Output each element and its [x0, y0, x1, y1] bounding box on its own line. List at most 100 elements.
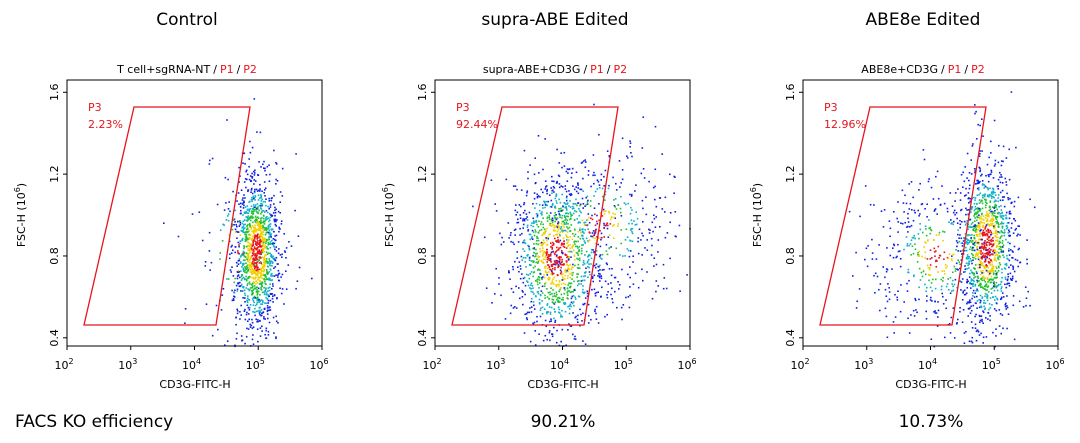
event-dot: [603, 268, 605, 271]
event-dot: [572, 244, 575, 247]
event-dot: [547, 264, 549, 266]
event-dot: [567, 251, 570, 253]
event-dot: [976, 245, 979, 248]
event-dot: [519, 297, 521, 300]
event-dot: [996, 285, 999, 287]
event-dot: [992, 232, 994, 235]
event-dot: [992, 270, 994, 273]
event-dot: [262, 228, 264, 230]
event-dot: [634, 190, 636, 192]
event-dot: [582, 207, 584, 209]
event-dot: [587, 228, 589, 230]
event-dot: [990, 234, 992, 236]
event-dot: [555, 261, 557, 264]
event-dot: [943, 270, 945, 272]
event-dot: [967, 239, 970, 241]
event-dot: [990, 238, 993, 241]
events: [848, 91, 1036, 348]
event-dot: [888, 291, 891, 293]
event-dot: [263, 278, 266, 280]
event-dot: [552, 250, 554, 253]
event-dot: [892, 321, 895, 323]
event-dot: [1000, 332, 1002, 335]
event-dot: [1012, 268, 1014, 270]
event-dot: [540, 241, 543, 244]
event-dot: [974, 199, 976, 201]
event-dot: [942, 230, 944, 233]
event-dot: [247, 256, 249, 259]
event-dot: [993, 282, 995, 285]
event-dot: [983, 265, 985, 267]
event-dot: [642, 168, 645, 170]
event-dot: [243, 310, 246, 312]
event-dot: [526, 255, 529, 257]
event-dot: [912, 219, 915, 222]
event-dot: [933, 210, 936, 212]
event-dot: [556, 226, 559, 228]
event-dot: [264, 167, 266, 170]
event-dot: [973, 249, 976, 252]
event-dot: [565, 271, 568, 273]
event-dot: [566, 277, 569, 279]
event-dot: [275, 256, 278, 259]
event-dot: [969, 258, 972, 260]
event-dot: [537, 239, 540, 242]
event-dot: [1006, 222, 1009, 224]
event-dot: [992, 240, 994, 242]
event-dot: [978, 227, 981, 229]
event-dot: [263, 241, 266, 244]
event-dot: [557, 249, 560, 251]
event-dot: [258, 197, 261, 200]
event-dot: [974, 217, 976, 219]
event-dot: [563, 278, 565, 281]
event-dot: [979, 319, 982, 322]
event-dot: [985, 336, 988, 338]
event-dot: [971, 145, 974, 147]
event-dot: [522, 291, 524, 293]
event-dot: [251, 293, 253, 295]
event-dot: [569, 217, 572, 220]
event-dot: [986, 213, 988, 215]
event-dot: [593, 195, 595, 197]
event-dot: [994, 200, 997, 202]
event-dot: [499, 232, 501, 235]
event-dot: [244, 231, 247, 233]
event-dot: [253, 237, 256, 240]
event-dot: [992, 265, 995, 268]
event-dot: [595, 312, 597, 315]
event-dot: [259, 313, 261, 316]
event-dot: [279, 191, 282, 193]
event-dot: [277, 273, 280, 275]
event-dot: [641, 199, 644, 202]
event-dot: [261, 299, 264, 302]
event-dot: [903, 211, 905, 213]
event-dot: [1009, 197, 1011, 200]
event-dot: [621, 318, 623, 321]
event-dot: [968, 276, 971, 278]
event-dot: [931, 257, 933, 259]
event-dot: [563, 292, 566, 295]
gate-name: P1: [948, 63, 962, 76]
event-dot: [985, 233, 987, 236]
event-dot: [273, 238, 276, 241]
event-dot: [949, 277, 952, 279]
event-dot: [550, 269, 552, 271]
event-dot: [267, 241, 270, 244]
event-dot: [1001, 271, 1003, 274]
event-dot: [1026, 258, 1028, 261]
event-dot: [544, 229, 547, 232]
event-dot: [254, 180, 257, 182]
event-dot: [242, 286, 245, 288]
event-dot: [906, 282, 908, 285]
event-dot: [269, 223, 272, 225]
event-dot: [563, 151, 566, 154]
event-dot: [1008, 285, 1011, 287]
event-dot: [269, 241, 272, 243]
event-dot: [985, 317, 987, 319]
event-dot: [980, 260, 982, 263]
event-dot: [257, 297, 259, 299]
event-dot: [990, 240, 993, 243]
event-dot: [937, 309, 940, 312]
event-dot: [547, 236, 549, 239]
event-dot: [970, 173, 973, 175]
